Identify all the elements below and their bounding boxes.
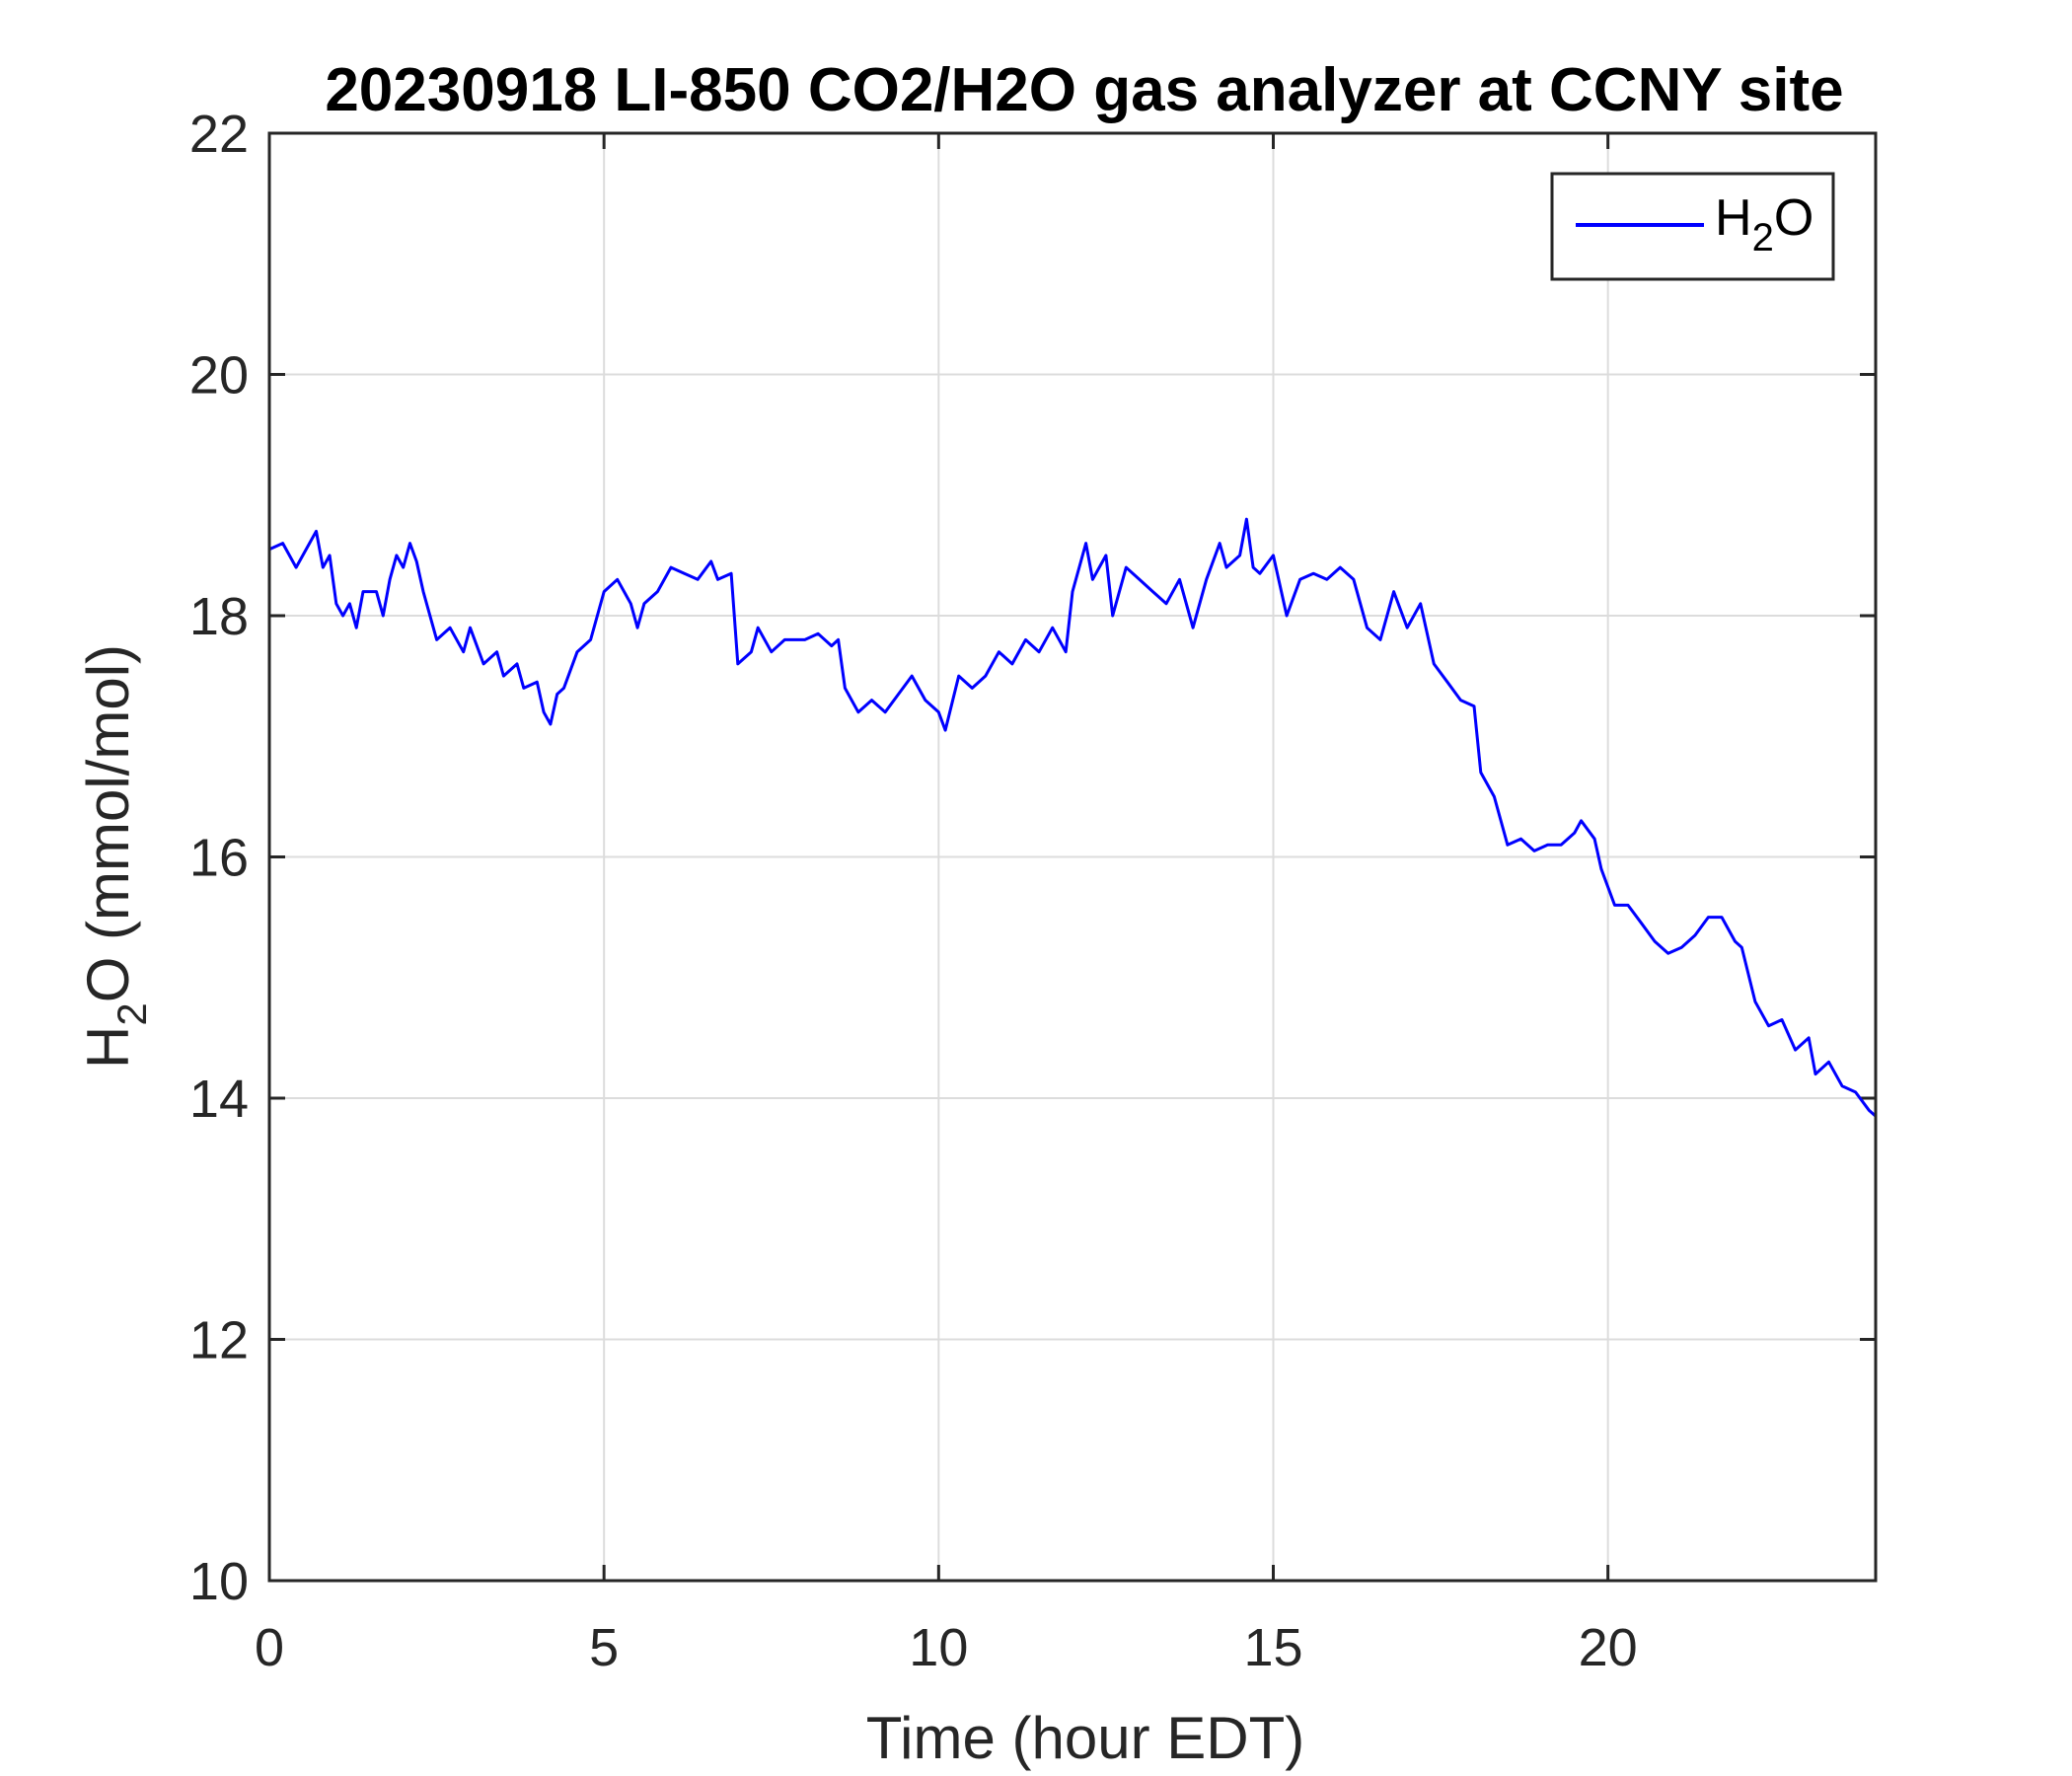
y-tick-label: 20: [189, 346, 249, 406]
axes-box: [267, 131, 1878, 1583]
y-axis-title: H2O (mmol/mol): [75, 644, 155, 1069]
x-tick-label: 15: [1243, 1618, 1302, 1677]
y-axis-title-main: H: [75, 1026, 141, 1069]
x-tick-label: 5: [589, 1618, 619, 1677]
y-axis-title-rest: O (mmol/mol): [75, 644, 141, 1002]
x-tick-label: 10: [909, 1618, 968, 1677]
x-axis-title: Time (hour EDT): [866, 1705, 1305, 1771]
y-tick-label: 22: [189, 105, 249, 164]
y-tick-label: 16: [189, 829, 249, 888]
y-tick-label: 14: [189, 1070, 249, 1129]
series-group: [268, 517, 1878, 1118]
y-tick-label: 18: [189, 587, 249, 646]
legend-label-h2o: H2O: [1715, 189, 1813, 259]
legend-label-main: H: [1715, 189, 1752, 247]
y-tick-label: 12: [189, 1311, 249, 1370]
gridlines: [268, 132, 1876, 1582]
chart-title: 20230918 LI-850 CO2/H2O gas analyzer at …: [325, 56, 1843, 124]
legend-label-rest: O: [1774, 189, 1813, 247]
x-tick-labels: 0 5 10 15 20: [255, 1618, 1638, 1677]
y-tick-label: 10: [189, 1552, 249, 1611]
legend: H2O: [1550, 172, 1835, 281]
series-line-h2o: [268, 517, 1878, 1118]
y-axis-title-subscript: 2: [109, 1002, 155, 1025]
legend-label-subscript: 2: [1752, 216, 1774, 259]
x-tick-label: 20: [1579, 1618, 1638, 1677]
y-tick-labels: 10 12 14 16 18 20 22: [189, 105, 249, 1611]
x-tick-label: 0: [255, 1618, 284, 1677]
